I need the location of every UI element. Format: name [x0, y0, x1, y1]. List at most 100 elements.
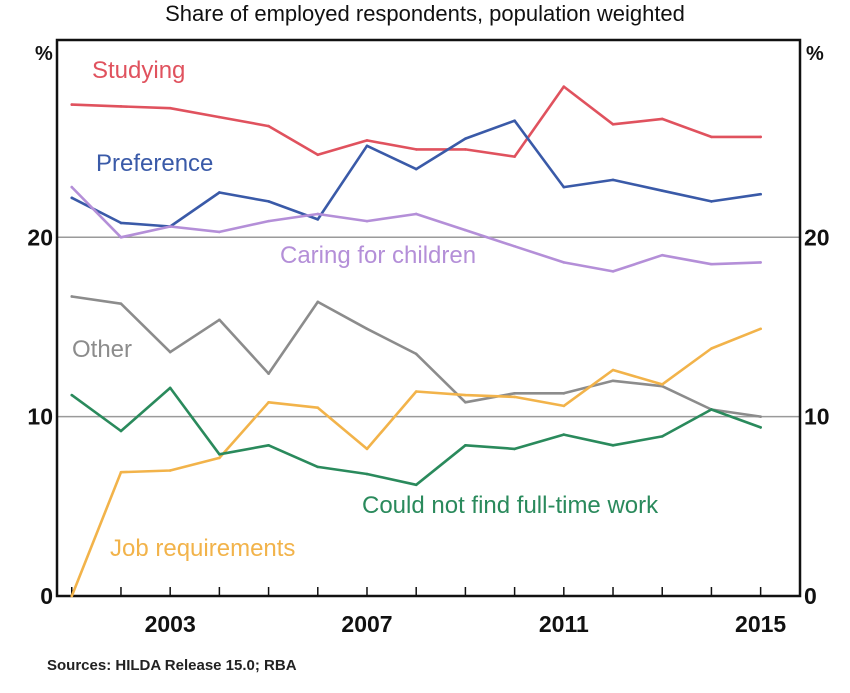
chart-source: Sources: HILDA Release 15.0; RBA	[47, 657, 297, 674]
data-point	[562, 404, 566, 408]
plot-frame	[55, 38, 802, 598]
data-point	[267, 200, 270, 203]
data-point	[316, 465, 320, 469]
data-point	[562, 185, 566, 189]
data-point	[759, 261, 762, 264]
series-label: Preference	[96, 150, 213, 177]
data-point	[660, 253, 664, 257]
data-point	[267, 372, 270, 375]
data-point	[267, 444, 270, 447]
x-tick-label: 2011	[539, 611, 589, 637]
y-tick-label-right: 0	[804, 583, 817, 609]
data-point	[365, 144, 369, 148]
data-point	[218, 318, 221, 322]
data-point	[562, 392, 566, 395]
data-point	[759, 415, 762, 418]
y-unit-right: %	[806, 43, 824, 65]
series-line	[70, 85, 762, 158]
data-point	[218, 230, 221, 234]
y-tick-label-left: 10	[27, 404, 53, 430]
data-point	[759, 327, 762, 331]
data-point	[168, 225, 172, 228]
data-point	[267, 219, 270, 223]
data-point	[414, 352, 418, 356]
y-tick-label-left: 20	[27, 224, 53, 250]
y-tick-label-right: 20	[804, 224, 830, 250]
data-point	[119, 235, 123, 239]
data-point	[316, 406, 320, 409]
data-point	[119, 429, 123, 433]
data-point	[611, 379, 615, 383]
series-label: Other	[72, 336, 132, 363]
data-point	[513, 119, 516, 123]
data-point	[119, 302, 123, 305]
data-point	[464, 444, 467, 447]
data-point	[218, 456, 221, 460]
data-point	[562, 85, 566, 88]
chart-title: Share of employed respondents, populatio…	[165, 1, 685, 26]
data-point	[611, 122, 615, 126]
data-point	[660, 383, 664, 386]
series-label: Caring for children	[280, 242, 476, 269]
data-point	[513, 392, 516, 395]
x-tick-label: 2007	[341, 611, 392, 637]
data-point	[611, 270, 615, 273]
series-label: Job requirements	[110, 535, 295, 562]
data-point	[119, 105, 123, 108]
data-point	[759, 135, 762, 139]
data-point	[218, 191, 221, 194]
data-point	[611, 178, 615, 182]
data-point	[119, 470, 123, 474]
data-point	[119, 221, 123, 225]
y-unit-left: %	[35, 43, 53, 65]
data-point	[562, 433, 566, 436]
data-point	[513, 395, 516, 399]
data-point	[414, 212, 418, 216]
data-point	[562, 261, 566, 264]
data-point	[513, 447, 516, 451]
data-point	[710, 408, 713, 411]
data-point	[513, 244, 516, 248]
data-point	[365, 219, 369, 223]
data-point	[759, 192, 762, 196]
data-point	[365, 327, 369, 331]
data-point	[168, 106, 172, 110]
data-point	[464, 400, 467, 404]
data-point	[316, 212, 320, 216]
data-point	[414, 148, 418, 151]
data-point	[365, 139, 369, 142]
data-point	[414, 167, 418, 171]
series-label: Could not find full-time work	[362, 492, 659, 519]
data-point	[218, 115, 221, 119]
data-point	[316, 218, 320, 221]
data-point	[168, 350, 172, 354]
data-point	[365, 472, 369, 476]
data-point	[710, 200, 713, 203]
data-point	[464, 148, 467, 151]
data-point	[710, 262, 713, 266]
data-point	[464, 393, 467, 397]
data-point	[267, 400, 270, 404]
data-point	[70, 103, 74, 106]
series-line	[70, 295, 762, 418]
data-point	[414, 483, 418, 487]
data-point	[70, 594, 74, 598]
data-point	[660, 435, 664, 438]
data-point	[218, 453, 221, 456]
data-point	[70, 295, 74, 298]
data-point	[710, 135, 713, 139]
data-point	[611, 444, 615, 447]
data-point	[513, 155, 516, 158]
x-tick-label: 2015	[735, 611, 786, 637]
data-point	[316, 300, 320, 304]
data-point	[710, 347, 713, 350]
x-tick-label: 2003	[145, 611, 196, 637]
y-tick-label-left: 0	[40, 583, 53, 609]
data-point	[414, 390, 418, 393]
data-point	[70, 393, 74, 397]
data-point	[660, 117, 664, 121]
data-point	[464, 137, 467, 140]
series-label: Studying	[92, 57, 185, 84]
y-tick-label-right: 10	[804, 404, 830, 430]
